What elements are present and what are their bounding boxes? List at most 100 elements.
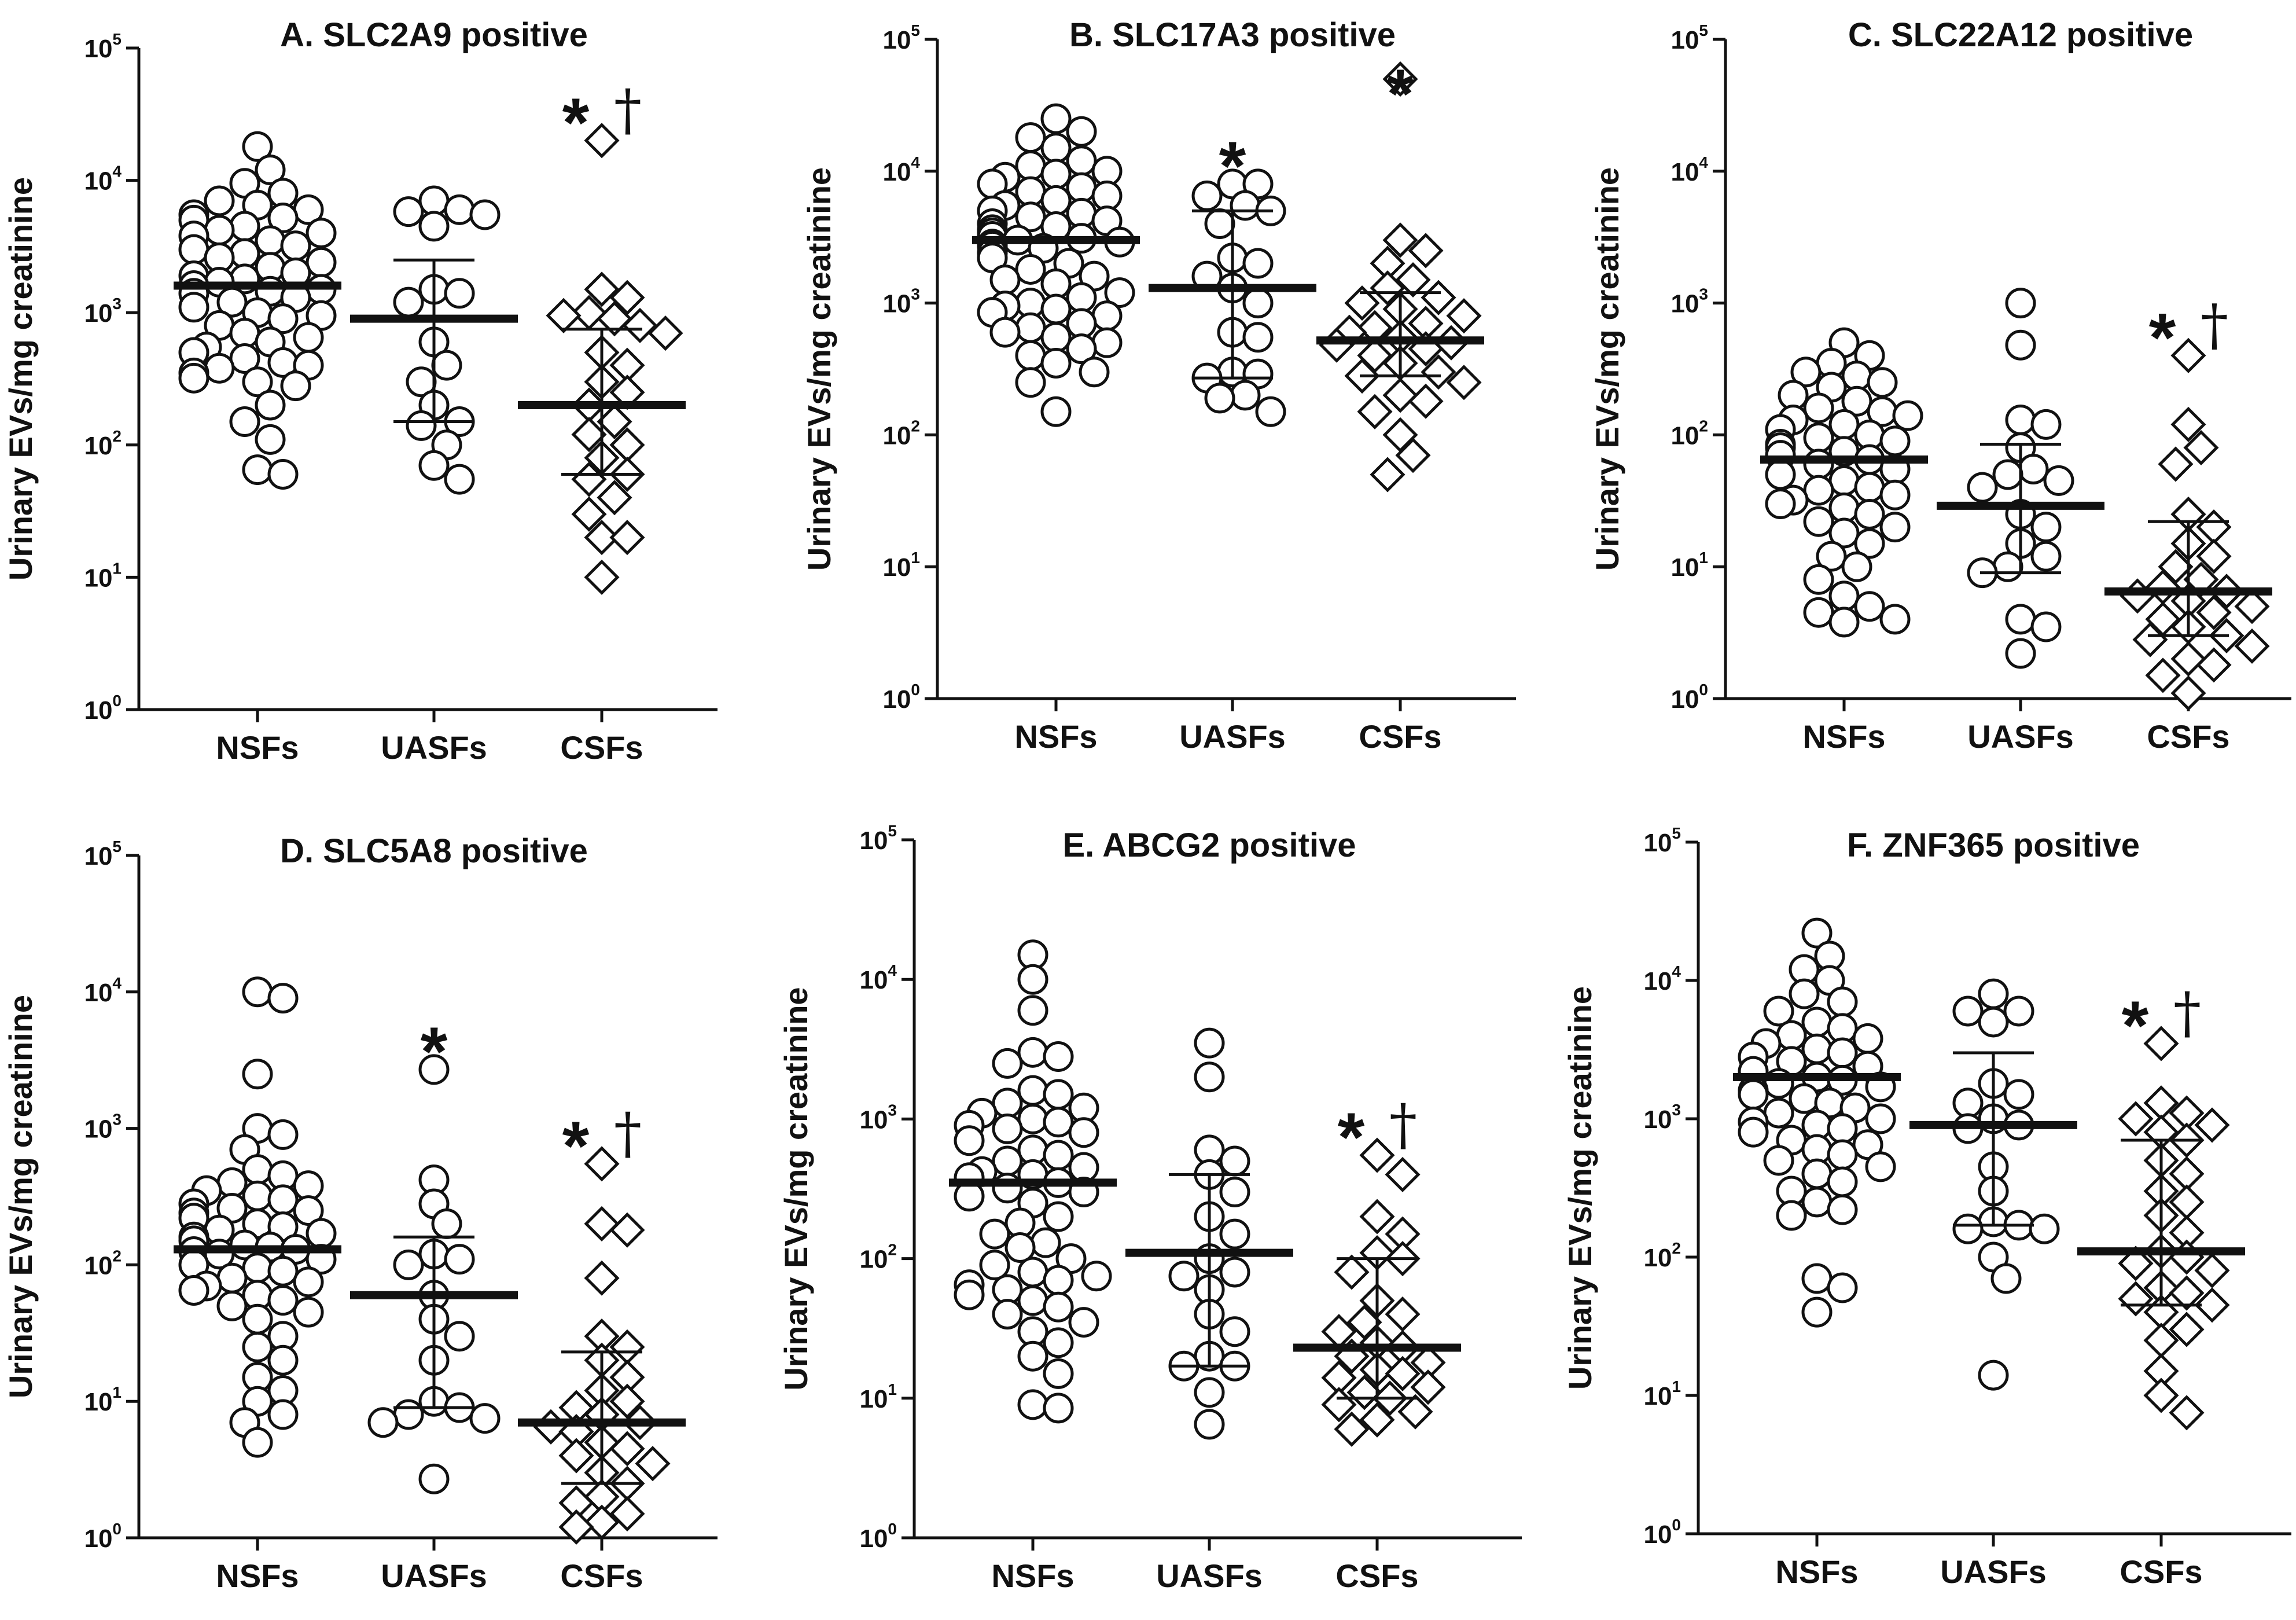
y-tick-label: 104 <box>1671 153 1708 186</box>
data-point <box>609 1431 645 1467</box>
group-UASFs: UASFs * <box>350 1013 518 1594</box>
y-tick-label: 102 <box>859 1241 897 1274</box>
data-point <box>2234 589 2270 625</box>
data-point <box>992 1048 1023 1079</box>
chart-title: B. SLC17A3 positive <box>1069 16 1396 54</box>
data-point <box>1801 1263 1833 1294</box>
data-point <box>992 1145 1023 1177</box>
y-tick-label: 101 <box>859 1380 897 1413</box>
data-point <box>584 123 620 159</box>
group-NSFs: NSFs <box>1760 327 1928 755</box>
data-point <box>2194 1287 2230 1323</box>
data-point <box>1040 268 1072 299</box>
data-point <box>1841 361 1872 392</box>
data-point <box>1040 293 1072 325</box>
x-tick-label: NSFs <box>1775 1553 1858 1590</box>
data-point <box>204 185 235 216</box>
data-point <box>2030 541 2062 572</box>
data-point <box>1066 282 1097 313</box>
data-point <box>242 1331 273 1362</box>
x-tick-label: UASFs <box>1179 718 1286 755</box>
data-point <box>2169 1275 2205 1311</box>
group-CSFs: CSFs * † <box>1293 1092 1461 1594</box>
data-point <box>1043 1201 1074 1232</box>
group-NSFs: NSFs <box>174 976 341 1594</box>
data-point <box>216 1167 248 1198</box>
data-point <box>1040 159 1072 190</box>
data-point <box>1801 1158 1833 1189</box>
data-point <box>1219 1177 1250 1208</box>
significance-asterisk: * <box>1219 127 1246 205</box>
group-CSFs: CSFs * <box>1316 55 1484 755</box>
data-point <box>1043 1358 1074 1389</box>
data-point <box>1790 357 1822 388</box>
data-point <box>393 196 424 227</box>
data-point <box>1952 1088 1984 1119</box>
data-point <box>1030 1227 1061 1258</box>
chart-title: F. ZNF365 positive <box>1847 826 2140 864</box>
data-point <box>406 410 437 441</box>
data-point <box>546 297 582 333</box>
significance-asterisk: * <box>562 1107 590 1185</box>
data-point <box>1803 564 1834 595</box>
data-point <box>255 424 286 455</box>
data-point <box>1359 1199 1395 1235</box>
data-point <box>1017 1103 1048 1134</box>
data-point <box>571 417 607 453</box>
y-tick-label: 101 <box>84 1383 122 1416</box>
y-tick-label: 105 <box>882 21 920 54</box>
data-point <box>242 131 273 162</box>
data-point <box>1385 1355 1421 1391</box>
y-tick-label: 103 <box>84 1111 122 1144</box>
data-point <box>1879 604 1911 635</box>
data-point <box>242 976 273 1008</box>
x-tick-label: CSFs <box>2120 1553 2202 1590</box>
data-point <box>229 211 260 242</box>
data-point <box>1992 459 2023 490</box>
data-point <box>954 1125 985 1156</box>
data-point <box>1040 347 1072 379</box>
data-point <box>1738 1116 1769 1148</box>
x-tick-label: UASFs <box>1156 1557 1263 1594</box>
significance-asterisk: * <box>2122 987 2149 1064</box>
data-point <box>1091 327 1123 358</box>
significance-dagger: † <box>2201 292 2228 357</box>
data-point <box>1879 425 1911 457</box>
data-point <box>306 218 337 249</box>
data-point <box>1043 1291 1074 1323</box>
data-point <box>280 230 311 262</box>
data-point <box>1801 917 1833 949</box>
x-tick-label: NSFs <box>216 729 299 766</box>
data-point <box>1194 1061 1225 1093</box>
y-tick-label: 102 <box>84 1247 122 1280</box>
data-point <box>393 286 424 318</box>
data-point <box>1446 298 1482 334</box>
data-point <box>1828 581 1860 612</box>
x-tick-label: CSFs <box>1335 1557 1418 1594</box>
data-point <box>1191 180 1223 211</box>
data-point <box>1219 1257 1250 1288</box>
data-point <box>1219 1218 1250 1250</box>
chart-panel-2: B. SLC17A3 positive Urinary EVs/mg creati… <box>801 16 1516 755</box>
data-point <box>1334 1411 1370 1447</box>
data-point <box>1081 1261 1112 1292</box>
data-point <box>267 1255 299 1287</box>
data-point <box>444 194 475 225</box>
data-point <box>1370 457 1405 493</box>
y-tick-label: 104 <box>84 974 122 1007</box>
data-point <box>1852 1023 1883 1054</box>
data-point <box>1789 978 1820 1009</box>
y-tick-label: 104 <box>859 961 897 994</box>
data-point <box>979 1218 1010 1250</box>
data-point <box>1828 465 1860 496</box>
data-point <box>597 301 632 337</box>
data-point <box>1255 396 1286 427</box>
data-point <box>2170 641 2206 677</box>
data-point <box>1385 1296 1421 1332</box>
data-point <box>1382 222 1418 258</box>
data-point <box>1828 517 1860 549</box>
data-point <box>2170 675 2206 711</box>
y-tick-label: 103 <box>859 1101 897 1134</box>
data-point <box>242 1154 273 1185</box>
data-point <box>1803 506 1834 537</box>
